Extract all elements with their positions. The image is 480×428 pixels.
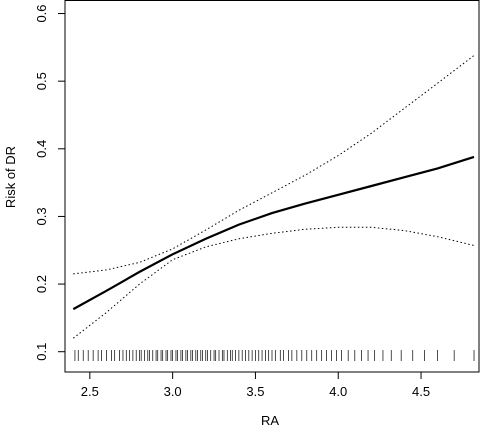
y-tick-label: 0.2 [34, 275, 49, 293]
series-group [72, 55, 475, 339]
fitted-risk-line [72, 155, 475, 311]
x-tick-label: 3.5 [246, 384, 264, 399]
upper-ci-line [73, 55, 475, 275]
lower-ci-line [72, 226, 475, 339]
rug-plot [74, 350, 475, 361]
x-tick-label: 2.5 [81, 384, 99, 399]
x-tick-label: 4.0 [329, 384, 347, 399]
y-axis-title: Risk of DR [3, 146, 18, 208]
x-axis-title: RA [261, 413, 279, 428]
x-tick-label: 4.5 [412, 384, 430, 399]
plot-frame [64, 0, 480, 373]
y-tick-label: 0.3 [34, 207, 49, 225]
y-axis: 0.1 0.2 0.3 0.4 0.5 0.6 [34, 4, 66, 361]
x-axis: 2.5 3.0 3.5 4.0 4.5 [81, 371, 430, 399]
x-tick-label: 3.0 [164, 384, 182, 399]
y-tick-label: 0.6 [34, 4, 49, 22]
y-tick-label: 0.5 [34, 72, 49, 90]
y-tick-label: 0.1 [34, 343, 49, 361]
y-tick-label: 0.4 [34, 140, 49, 158]
plot-border [64, 0, 480, 373]
